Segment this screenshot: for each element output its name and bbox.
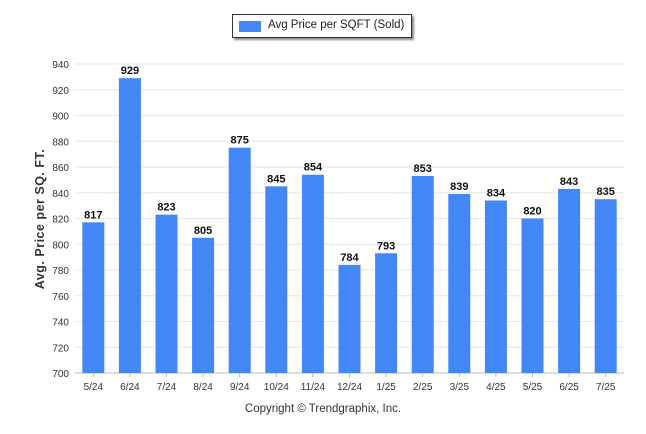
bar	[375, 253, 398, 373]
bar	[338, 264, 361, 373]
bar	[228, 147, 251, 373]
data-label: 929	[121, 65, 139, 77]
bar	[411, 176, 434, 373]
x-tick-label: 1/25	[376, 382, 396, 393]
y-tick-label: 720	[52, 343, 69, 354]
x-tick-label: 12/24	[337, 382, 362, 393]
data-label: 817	[84, 209, 102, 221]
bar	[484, 200, 507, 373]
x-tick-label: 10/24	[264, 382, 289, 393]
y-axis-label: Avg. Price per SQ. FT.	[33, 149, 47, 289]
x-tick-label: 7/25	[596, 382, 616, 393]
data-label: 843	[560, 176, 578, 188]
data-label: 853	[414, 163, 432, 175]
x-tick-label: 8/24	[193, 382, 213, 393]
data-label: 839	[450, 181, 468, 193]
bar	[82, 222, 105, 373]
y-tick-label: 800	[52, 240, 69, 251]
legend-label: Avg Price per SQFT (Sold)	[268, 19, 405, 31]
x-tick-label: 2/25	[413, 382, 433, 393]
x-tick-label: 5/24	[84, 382, 104, 393]
x-tick-label: 9/24	[230, 382, 250, 393]
data-label: 835	[597, 186, 615, 198]
bar	[301, 174, 324, 373]
x-tick-label: 5/25	[523, 382, 543, 393]
data-labels: 817 929 823 805 875 845 854 784 793 853 839 834 820 8…	[84, 65, 615, 264]
y-tick-label: 760	[52, 292, 69, 303]
bar	[558, 188, 581, 373]
x-tick-label: 3/25	[450, 382, 470, 393]
y-tick-label: 920	[52, 86, 69, 97]
y-tick-label: 860	[52, 163, 69, 174]
copyright: Copyright © Trendgraphix, Inc.	[244, 403, 402, 415]
x-tick-label: 6/25	[559, 382, 579, 393]
x-tick-label: 11/24	[301, 382, 326, 393]
bar-chart: 700720740760780800820840860880900920940 …	[33, 60, 624, 393]
data-label: 875	[231, 135, 249, 147]
y-tick-label: 700	[52, 369, 69, 380]
bar	[448, 194, 471, 373]
bar	[155, 214, 178, 373]
data-label: 784	[340, 252, 359, 264]
data-label: 820	[523, 206, 541, 218]
data-label: 845	[267, 173, 285, 185]
data-label: 805	[194, 225, 212, 237]
chart-legend: Avg Price per SQFT (Sold)	[232, 14, 412, 38]
y-tick-label: 940	[52, 60, 69, 71]
y-tick-label: 900	[52, 112, 69, 123]
y-axis-ticks: 700 720 740 760 780 800 820 840 860 880 900 920 940	[52, 60, 69, 380]
y-tick-label: 780	[52, 266, 69, 277]
data-label: 793	[377, 240, 395, 252]
x-axis-ticks: 5/24 6/24 7/24 8/24 9/24 10/24 11/24 12/24 1/25 2…	[84, 373, 616, 393]
data-label: 854	[304, 162, 323, 174]
data-label: 834	[487, 187, 506, 199]
y-tick-label: 840	[52, 189, 69, 200]
bar	[594, 199, 617, 373]
bar	[521, 218, 544, 373]
y-tick-label: 820	[52, 215, 69, 226]
x-tick-label: 7/24	[157, 382, 177, 393]
bar	[192, 237, 215, 373]
bar	[265, 186, 288, 373]
x-tick-label: 4/25	[486, 382, 506, 393]
bar	[118, 78, 141, 373]
x-tick-label: 6/24	[120, 382, 140, 393]
y-tick-label: 740	[52, 318, 69, 329]
bars	[82, 78, 617, 373]
data-label: 823	[157, 202, 175, 214]
y-tick-label: 880	[52, 137, 69, 148]
legend-swatch	[239, 21, 261, 32]
